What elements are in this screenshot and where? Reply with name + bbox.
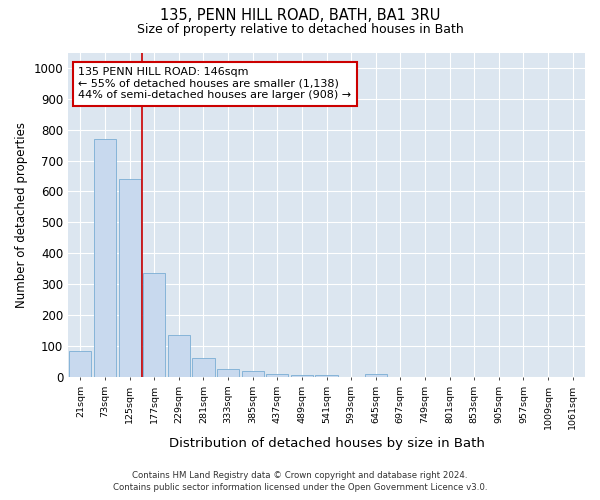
Bar: [217, 369, 239, 377]
Bar: [69, 350, 91, 377]
Text: Contains HM Land Registry data © Crown copyright and database right 2024.
Contai: Contains HM Land Registry data © Crown c…: [113, 471, 487, 492]
Bar: [365, 374, 387, 377]
Bar: [193, 358, 215, 377]
Bar: [316, 375, 338, 377]
Bar: [94, 139, 116, 377]
Bar: [242, 370, 264, 377]
Bar: [143, 274, 165, 377]
Bar: [291, 375, 313, 377]
Bar: [266, 374, 289, 377]
Bar: [119, 179, 140, 377]
X-axis label: Distribution of detached houses by size in Bath: Distribution of detached houses by size …: [169, 437, 484, 450]
Text: 135 PENN HILL ROAD: 146sqm
← 55% of detached houses are smaller (1,138)
44% of s: 135 PENN HILL ROAD: 146sqm ← 55% of deta…: [79, 67, 352, 100]
Y-axis label: Number of detached properties: Number of detached properties: [15, 122, 28, 308]
Text: Size of property relative to detached houses in Bath: Size of property relative to detached ho…: [137, 22, 463, 36]
Bar: [168, 335, 190, 377]
Text: 135, PENN HILL ROAD, BATH, BA1 3RU: 135, PENN HILL ROAD, BATH, BA1 3RU: [160, 8, 440, 22]
